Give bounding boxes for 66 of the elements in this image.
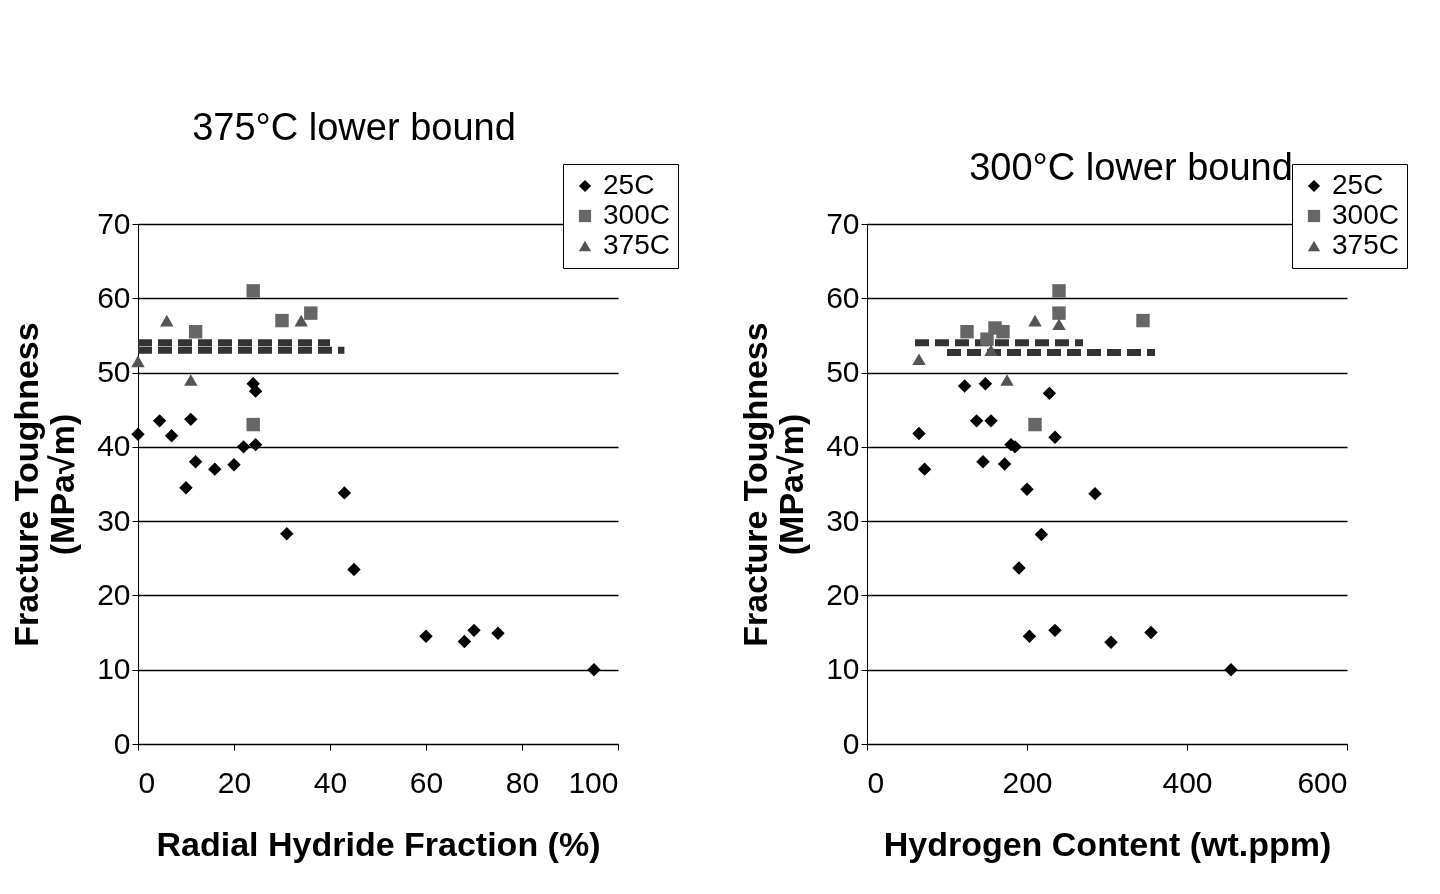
point	[184, 374, 198, 386]
y-tick-label: 50	[97, 355, 131, 389]
y-axis-title: Fracture Toughness (MPa√m)	[736, 322, 811, 647]
y-tick-label: 70	[97, 206, 131, 240]
point	[294, 314, 308, 327]
x-axis-title: Radial Hydride Fraction (%)	[156, 824, 601, 863]
x-tick-label: 400	[1162, 765, 1213, 799]
text: 300°C lower bound	[969, 146, 1293, 188]
y-tick-label: 20	[97, 577, 131, 611]
point	[275, 313, 289, 328]
x-tick-label: 0	[138, 765, 156, 799]
point	[419, 629, 433, 643]
text: 375°C lower bound	[192, 106, 516, 148]
point	[467, 623, 481, 638]
y-tick-label: 30	[826, 503, 860, 537]
y-tick-label: 50	[826, 355, 860, 389]
point	[248, 437, 263, 452]
y-tick-label: 0	[842, 726, 860, 760]
legend-label: 375C	[1332, 229, 1399, 260]
point	[208, 462, 222, 476]
point	[227, 457, 241, 472]
y-tick-label: 60	[826, 280, 860, 314]
legend-label: 25C	[1332, 169, 1384, 200]
point	[188, 325, 203, 339]
point	[347, 562, 361, 577]
point	[131, 427, 145, 441]
point	[184, 412, 198, 427]
legend-label: 375C	[603, 229, 670, 260]
point	[280, 527, 294, 541]
y-axis-title: Fracture Toughness (MPa√m)	[7, 322, 82, 647]
y-tick-label: 10	[97, 652, 131, 686]
y-tick-label: 70	[826, 206, 860, 240]
point	[236, 440, 251, 454]
x-axis-title: Hydrogen Content (wt.ppm)	[883, 824, 1332, 863]
y-tick-label: 40	[826, 429, 860, 463]
point	[152, 414, 167, 428]
legend-label: 300C	[1332, 199, 1399, 230]
point	[179, 481, 193, 495]
point	[164, 429, 179, 443]
y-tick-label: 30	[97, 503, 131, 537]
x-tick-label: 0	[867, 765, 885, 799]
legend-label: 25C	[603, 169, 655, 200]
x-tick-label: 60	[409, 765, 444, 799]
point	[491, 626, 505, 641]
x-tick-label: 80	[505, 765, 540, 799]
y-tick-label: 10	[826, 652, 860, 686]
x-tick-label: 100	[568, 765, 619, 799]
y-tick-label: 60	[97, 280, 131, 314]
point	[131, 355, 145, 368]
x-tick-label: 200	[1002, 765, 1053, 799]
x-tick-label: 600	[1297, 765, 1348, 799]
point	[304, 306, 318, 320]
point	[246, 284, 260, 298]
point	[337, 486, 352, 500]
point	[457, 634, 472, 649]
y-tick-label: 40	[97, 429, 131, 463]
point	[246, 417, 260, 432]
legend-label: 300C	[603, 199, 670, 230]
point	[160, 314, 174, 327]
point	[248, 384, 263, 398]
point	[188, 455, 203, 469]
y-tick-label: 0	[113, 726, 131, 760]
x-tick-label: 20	[217, 765, 252, 799]
y-tick-label: 20	[826, 577, 860, 611]
point	[587, 663, 601, 677]
x-tick-label: 40	[313, 765, 348, 799]
